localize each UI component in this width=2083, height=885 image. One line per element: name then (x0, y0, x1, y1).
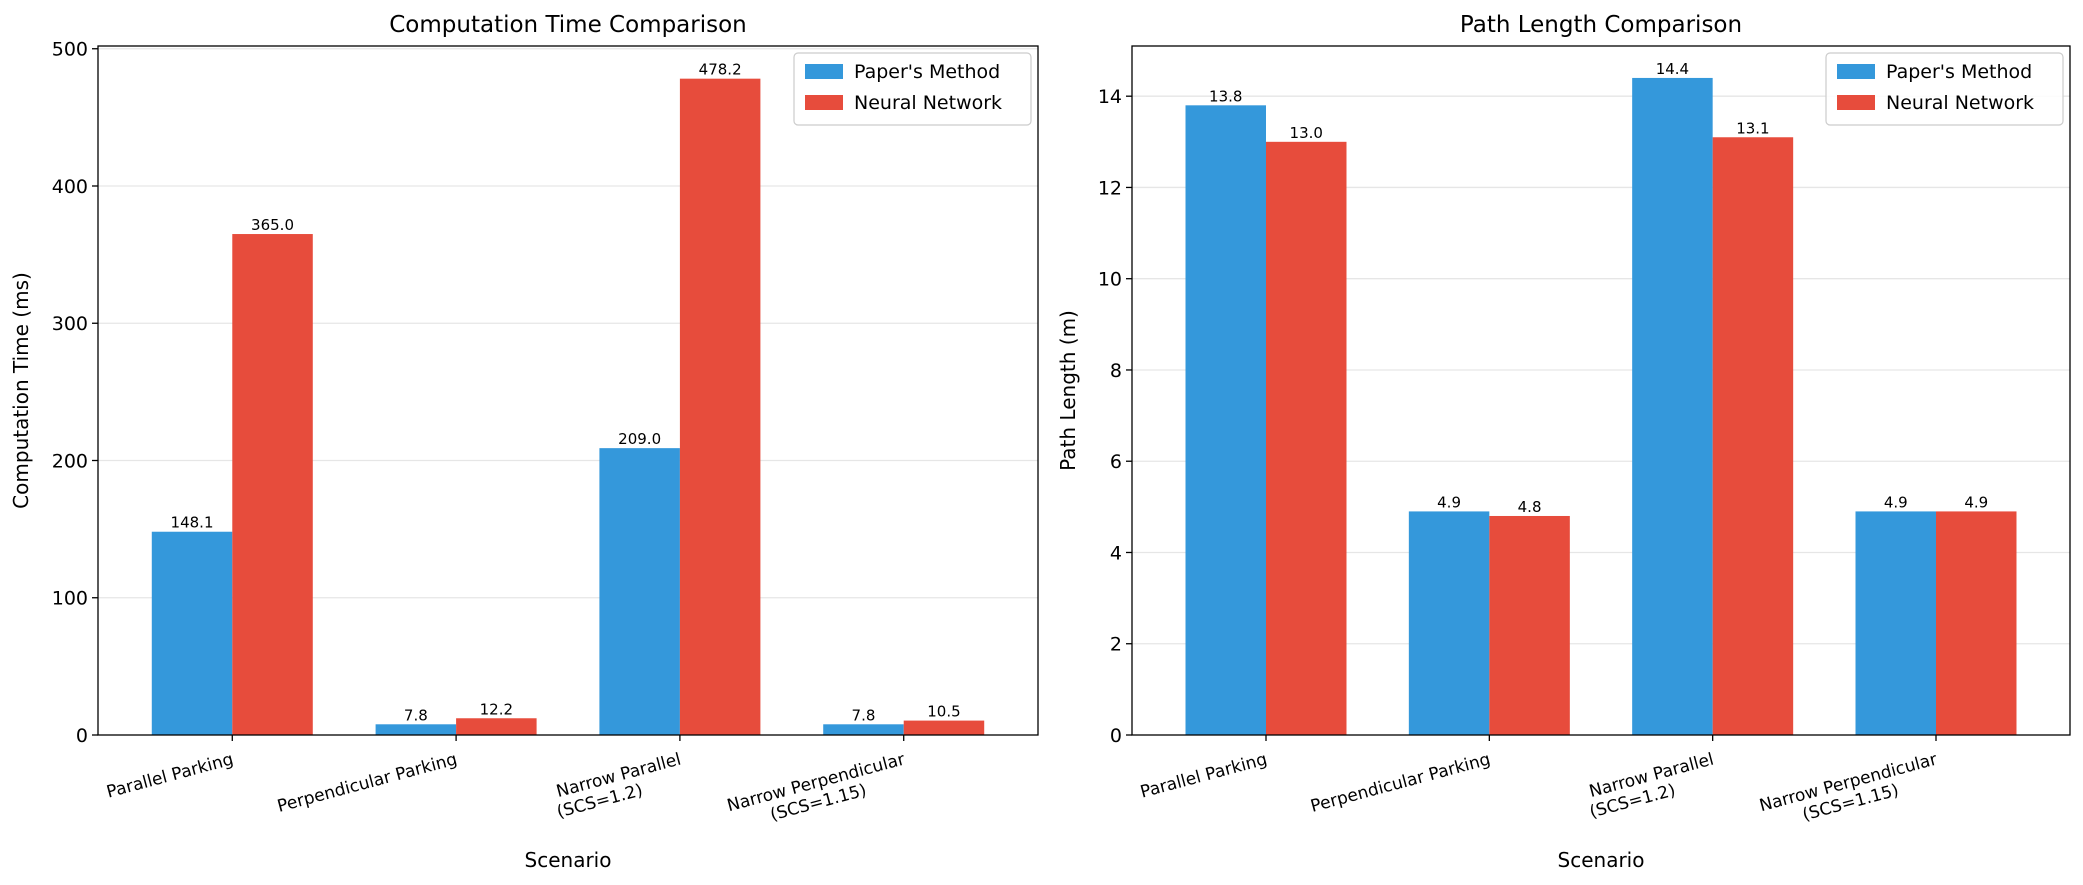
bar (599, 448, 680, 735)
data-label: 148.1 (171, 514, 214, 532)
data-label: 4.8 (1518, 498, 1542, 516)
x-tick-label: Perpendicular Parking (1308, 750, 1492, 817)
x-tick-label: Narrow Perpendicular(SCS=1.15) (1757, 750, 1944, 836)
bar (1936, 511, 2017, 735)
y-tick-label: 0 (76, 725, 88, 747)
data-label: 4.9 (1964, 493, 1988, 511)
data-label: 10.5 (927, 703, 960, 721)
legend-swatch (805, 95, 843, 110)
data-label: 7.8 (404, 706, 428, 724)
y-tick-label: 100 (52, 588, 88, 610)
chart-title: Computation Time Comparison (389, 12, 747, 38)
y-tick-label: 8 (1110, 360, 1122, 382)
bar (903, 720, 985, 735)
bar (1266, 141, 1347, 736)
legend-swatch (1837, 95, 1875, 110)
data-label: 14.4 (1656, 60, 1689, 78)
legend-box (793, 52, 1032, 126)
y-tick-label: 400 (52, 176, 88, 198)
x-tick-label: Narrow Parallel(SCS=1.2) (550, 750, 689, 823)
subplot-1: 148.1 7.8 209.0 7.8 365.0 12.2 478.2 10.5 0 100 20… (9, 12, 1039, 872)
legend-label: Paper's Method (854, 61, 1000, 83)
bar (1632, 77, 1713, 735)
data-label: 13.8 (1209, 87, 1242, 105)
y-tick-label: 12 (1098, 177, 1122, 199)
bar (1408, 511, 1490, 735)
bar (823, 724, 904, 735)
x-tick-label: Narrow Perpendicular(SCS=1.15) (725, 750, 912, 836)
x-tick-label: Perpendicular Parking (275, 750, 459, 817)
bar (232, 234, 313, 735)
data-label: 478.2 (699, 61, 742, 79)
y-axis-label: Path Length (m) (1056, 310, 1080, 471)
legend-label: Neural Network (854, 92, 1002, 114)
y-tick-label: 300 (52, 313, 88, 335)
y-tick-label: 500 (52, 39, 88, 61)
data-label: 7.8 (852, 706, 876, 724)
bar (151, 531, 233, 735)
bar (1489, 515, 1570, 735)
x-axis-label: Scenario (1558, 848, 1645, 872)
subplot-2: 13.8 4.9 14.4 4.9 13.0 4.8 13.1 4.9 0 2 4 6 8 10 12 14 P… (1056, 12, 2071, 872)
data-label: 4.9 (1437, 493, 1461, 511)
legend-box (1825, 52, 2064, 126)
axes-frame (97, 45, 1039, 736)
bar (456, 718, 537, 735)
bar (679, 78, 761, 736)
legend-swatch (805, 64, 843, 79)
y-tick-label: 200 (52, 450, 88, 472)
x-axis-label: Scenario (525, 848, 612, 872)
legend-label: Neural Network (1886, 92, 2034, 114)
legend-swatch (1837, 64, 1875, 79)
x-tick-label: Parallel Parking (1138, 750, 1269, 803)
legend: Paper's Method Neural Network (793, 52, 1032, 126)
y-tick-label: 10 (1098, 269, 1122, 291)
bar (1712, 137, 1794, 735)
data-label: 209.0 (618, 430, 661, 448)
y-axis-label: Computation Time (ms) (9, 272, 33, 509)
x-tick-label: Parallel Parking (104, 750, 235, 803)
y-tick-label: 14 (1098, 86, 1122, 108)
axes-frame (1131, 45, 2071, 736)
chart-title: Path Length Comparison (1460, 12, 1742, 38)
bar (1185, 105, 1266, 736)
legend: Paper's Method Neural Network (1825, 52, 2064, 126)
data-label: 12.2 (480, 700, 513, 718)
data-label: 4.9 (1884, 493, 1908, 511)
legend-label: Paper's Method (1886, 61, 2032, 83)
data-label: 365.0 (251, 216, 294, 234)
data-label: 13.0 (1290, 124, 1323, 142)
y-tick-label: 0 (1110, 725, 1122, 747)
data-label: 13.1 (1736, 119, 1769, 137)
bar (1855, 511, 1936, 735)
bar (375, 724, 457, 735)
y-tick-label: 2 (1110, 634, 1122, 656)
y-tick-label: 6 (1110, 451, 1122, 473)
y-tick-label: 4 (1110, 542, 1122, 564)
x-tick-label: Narrow Parallel(SCS=1.2) (1582, 750, 1721, 823)
